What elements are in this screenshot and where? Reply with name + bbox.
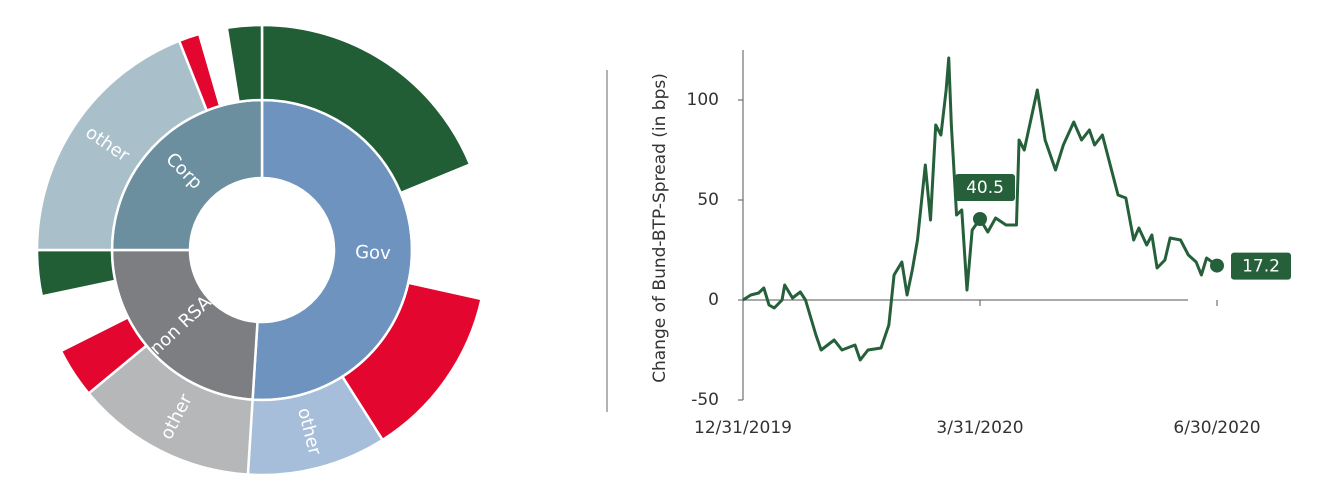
annotation-dot (1210, 258, 1224, 273)
x-tick-label: 12/31/2019 (694, 418, 792, 438)
x-tick-label: 6/30/2020 (1173, 418, 1260, 438)
segment-label: Gov (355, 242, 392, 264)
annotation-box (1231, 252, 1291, 280)
y-tick-label: 0 (708, 290, 719, 310)
y-tick-label: -50 (691, 390, 719, 410)
annotation-label: 40.5 (966, 178, 1004, 198)
x-tick-label: 3/31/2020 (936, 418, 1023, 438)
annotation-box (955, 174, 1015, 201)
y-tick-label: 100 (687, 90, 719, 110)
y-axis-title: Change of Bund-BTP-Spread (in bps) (650, 73, 670, 383)
ring-segment (225, 23, 264, 104)
annotation-dot (973, 212, 987, 226)
y-tick-label: 50 (697, 190, 719, 210)
line (742, 56, 1218, 362)
annotation-label: 17.2 (1242, 257, 1280, 277)
